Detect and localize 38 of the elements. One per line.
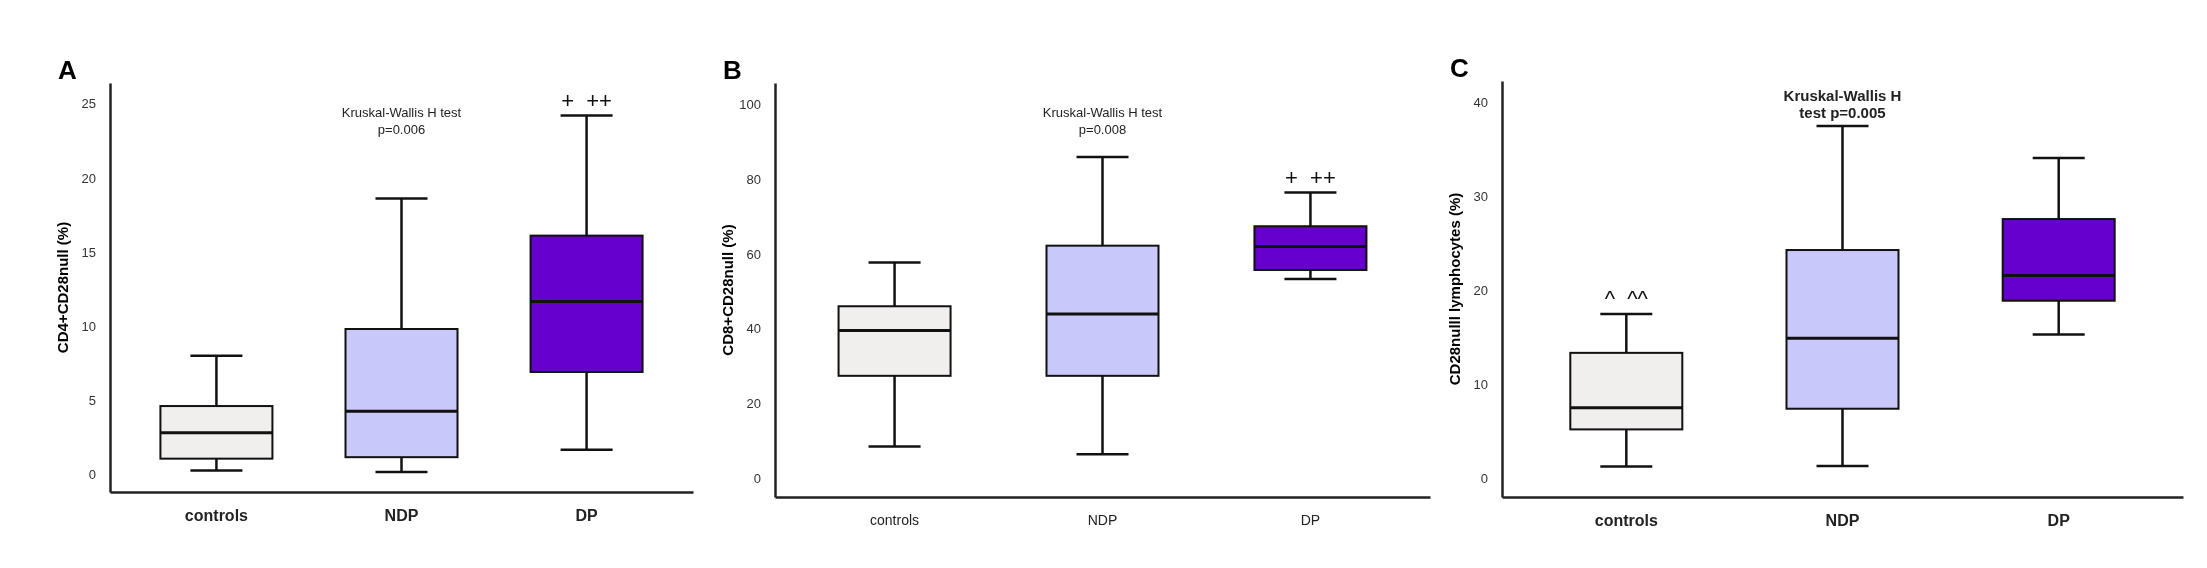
y-axis-title: CD4+CD28null (%) [54,221,71,354]
y-tick-label: 60 [746,246,761,262]
x-tick-label: NDP [384,507,419,525]
y-tick-label: 20 [81,170,96,186]
x-tick-label: NDP [1825,512,1860,530]
y-tick-label: 25 [81,96,96,112]
y-axis-title: CD28nulll lymphocytes (%) [1446,192,1463,386]
x-tick-label: DP [1300,511,1321,528]
annotation: Kruskal-Wallis H test p=0.006 [341,105,462,137]
x-tick-label: controls [870,511,920,528]
y-tick-label: 10 [81,318,96,334]
y-tick-label: 15 [81,244,96,260]
y-tick-label: 20 [746,396,761,412]
chart-title: C [1450,53,1469,83]
y-tick-label: 40 [746,321,761,337]
x-tick-label: DP [575,507,599,525]
y-tick-label: 80 [746,171,761,187]
annotation: + ++ [1285,164,1336,190]
chart-title: A [58,55,77,85]
y-tick-label: 5 [88,392,96,408]
y-tick-label: 0 [88,466,96,482]
annotation: Kruskal-Wallis H test p=0.008 [1042,105,1163,137]
y-tick-label: 100 [739,96,761,112]
y-tick-label: 0 [753,470,761,486]
y-tick-label: 10 [1473,376,1488,392]
annotation: ^ ^^ [1604,285,1649,311]
y-tick-label: 40 [1473,95,1488,111]
x-tick-label: controls [1594,512,1658,530]
y-tick-label: 0 [1480,470,1488,486]
x-tick-label: DP [2047,512,2071,530]
y-axis-title: CD8+CD28null (%) [719,224,736,356]
x-tick-label: controls [184,507,249,525]
annotation: Kruskal-Wallis H test p=0.005 [1783,87,1902,121]
y-tick-label: 20 [1473,283,1488,299]
x-tick-label: NDP [1087,511,1118,528]
chart-title: B [723,55,742,85]
annotation: + ++ [561,87,612,113]
y-tick-label: 30 [1473,189,1488,205]
